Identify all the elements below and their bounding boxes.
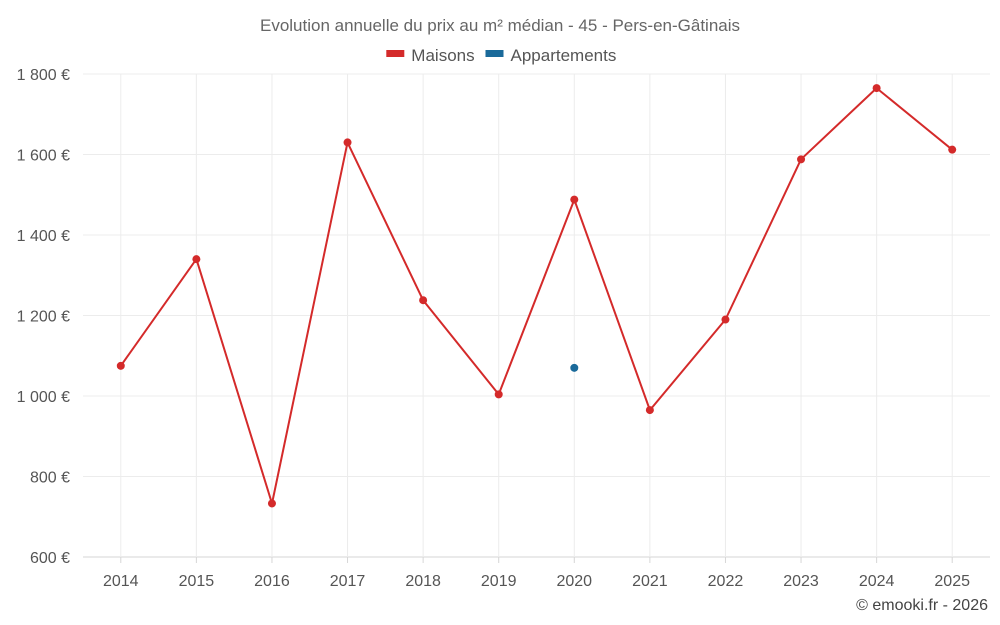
legend-swatch-appartements [485, 50, 504, 57]
x-tick-label: 2016 [254, 573, 290, 590]
legend: Maisons Appartements [386, 46, 616, 65]
data-point-maisons-2023[interactable] [797, 155, 806, 164]
data-point-maisons-2019[interactable] [494, 390, 503, 399]
x-tick-label: 2014 [103, 573, 139, 590]
data-point-maisons-2017[interactable] [343, 138, 352, 147]
x-axis: 2014 2015 2016 2017 2018 2019 2020 2021 2022 2023… [103, 557, 970, 590]
data-point-maisons-2016[interactable] [267, 499, 276, 508]
y-tick-label: 1 000 € [17, 389, 70, 406]
x-tick-label: 2022 [708, 573, 744, 590]
x-tick-label: 2023 [783, 573, 819, 590]
data-point-maisons-2021[interactable] [645, 406, 654, 415]
legend-item-appartements[interactable]: Appartements [485, 46, 617, 65]
y-tick-label: 1 800 € [17, 67, 70, 84]
y-tick-label: 1 200 € [17, 309, 70, 326]
data-point-maisons-2014[interactable] [116, 361, 125, 370]
x-tick-label: 2019 [481, 573, 517, 590]
x-tick-label: 2017 [330, 573, 366, 590]
legend-item-maisons[interactable]: Maisons [386, 46, 475, 65]
x-tick-label: 2015 [179, 573, 215, 590]
x-tick-label: 2025 [934, 573, 970, 590]
data-point-maisons-2018[interactable] [419, 296, 428, 305]
x-tick-label: 2018 [405, 573, 441, 590]
y-tick-label: 1 400 € [17, 228, 70, 245]
data-point-maisons-2024[interactable] [872, 84, 881, 93]
chart-title: Evolution annuelle du prix au m² médian … [260, 16, 740, 35]
x-tick-label: 2020 [556, 573, 592, 590]
legend-label-maisons: Maisons [411, 46, 474, 65]
data-point-maisons-2020[interactable] [570, 195, 579, 204]
legend-swatch-maisons [386, 50, 405, 57]
series-layer [116, 84, 957, 508]
y-axis: 600 € 800 € 1 000 € 1 200 € 1 400 € 1 600 € 1 … [17, 67, 70, 567]
series-line-maisons [119, 87, 953, 505]
x-tick-label: 2021 [632, 573, 668, 590]
grid [83, 73, 990, 558]
y-tick-label: 600 € [30, 550, 70, 567]
y-tick-label: 800 € [30, 470, 70, 487]
data-point-appartements-2020[interactable] [570, 363, 579, 372]
data-point-maisons-2025[interactable] [948, 145, 957, 154]
credit-text: © emooki.fr - 2026 [856, 597, 988, 614]
x-tick-label: 2024 [859, 573, 895, 590]
legend-label-appartements: Appartements [511, 46, 617, 65]
data-point-maisons-2015[interactable] [192, 255, 201, 264]
data-point-maisons-2022[interactable] [721, 315, 730, 324]
y-tick-label: 1 600 € [17, 148, 70, 165]
